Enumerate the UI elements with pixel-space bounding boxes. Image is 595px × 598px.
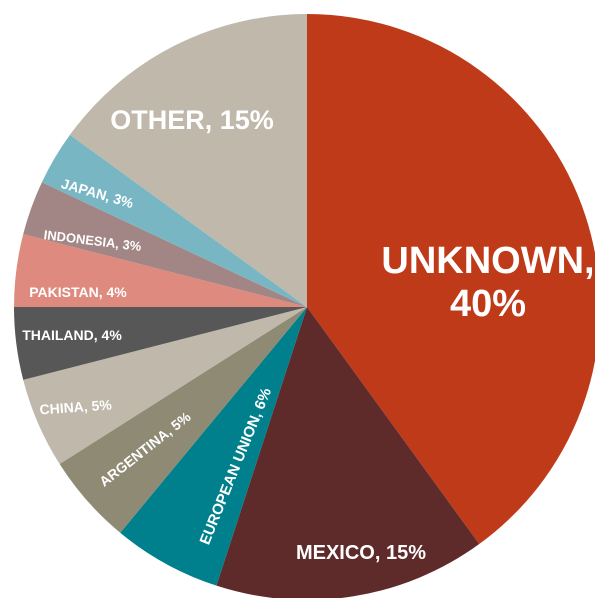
- pie-slice-other: [69, 14, 308, 307]
- pie-slice-pakistan: [14, 234, 307, 307]
- slice-label-unknown-line1: UNKNOWN,: [381, 240, 594, 282]
- pie-slice-argentina: [59, 307, 307, 533]
- pie-slice-indonesia: [23, 182, 308, 307]
- slice-label-other: OTHER, 15%: [110, 105, 274, 135]
- pie-slice-china: [23, 307, 308, 464]
- slice-label-pakistan: PAKISTAN, 4%: [29, 284, 127, 300]
- slice-label-thailand: THAILAND, 4%: [22, 327, 122, 343]
- slice-label-unknown-line2: 40%: [450, 283, 526, 325]
- slice-label-china: CHINA, 5%: [39, 396, 113, 417]
- pie-slices: [14, 14, 595, 598]
- pie-slice-mexico: [216, 307, 480, 598]
- slice-label-mexico: MEXICO, 15%: [296, 542, 426, 564]
- pie-slice-european-union: [120, 307, 307, 586]
- pie-slice-unknown: [307, 14, 595, 545]
- pie-slice-thailand: [14, 307, 307, 380]
- pie-slice-japan: [41, 134, 307, 307]
